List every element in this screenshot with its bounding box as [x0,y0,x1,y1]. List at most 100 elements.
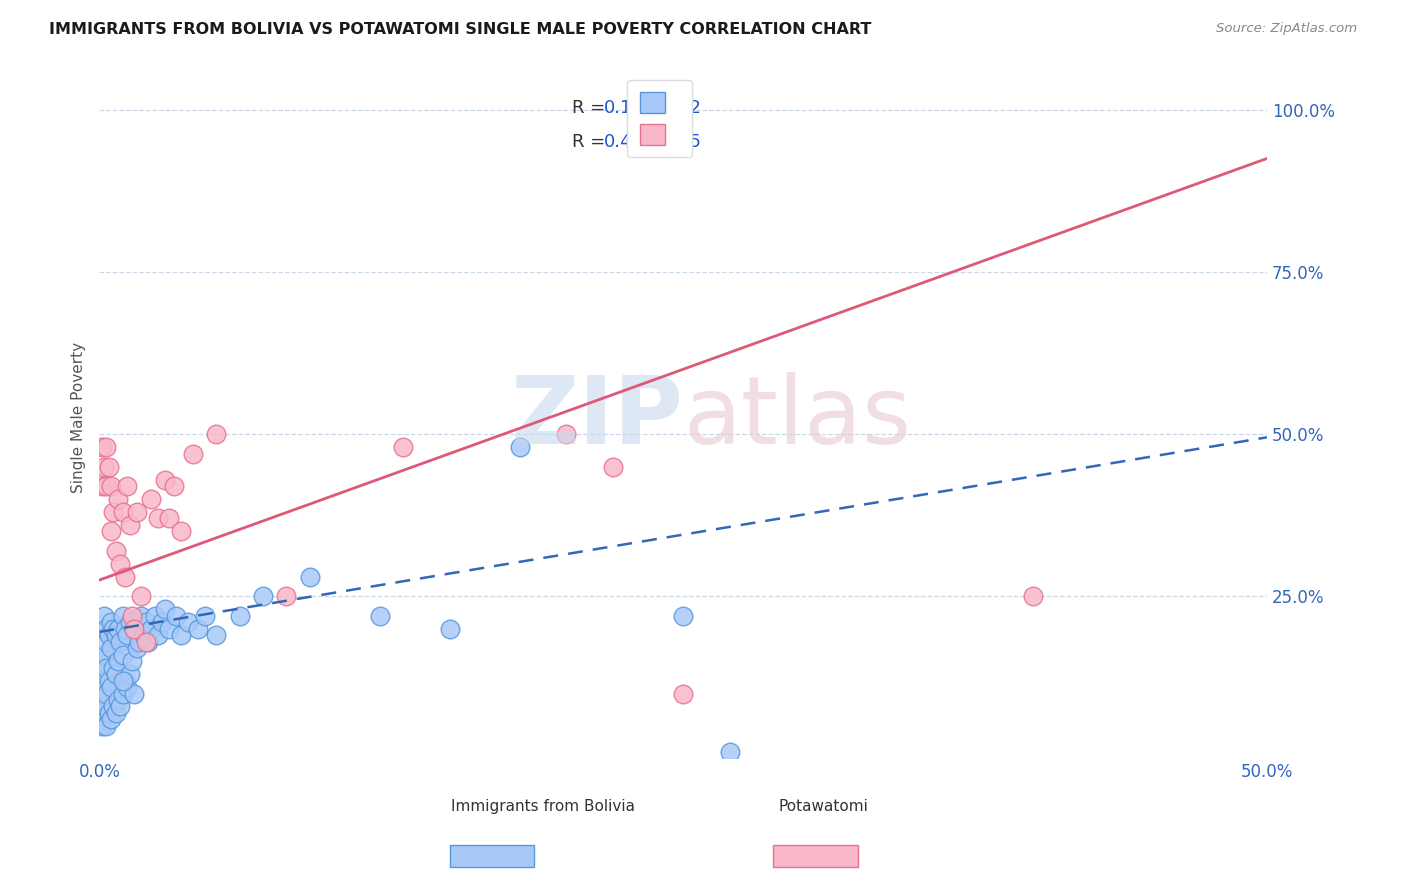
Point [110,634,132,648]
Point [90,699,112,714]
Text: IMMIGRANTS FROM BOLIVIA VS POTAWATOMI SINGLE MALE POVERTY CORRELATION CHART: IMMIGRANTS FROM BOLIVIA VS POTAWATOMI SI… [49,22,872,37]
Point [138,634,160,648]
Point [128,634,150,648]
Point [100,479,122,493]
Text: 72: 72 [679,99,702,117]
Point [114,673,136,688]
Point [118,517,141,532]
Point [90,654,112,668]
Text: ZIP: ZIP [510,372,683,464]
Point [107,491,129,506]
Point [96,622,118,636]
Point [111,673,134,688]
Point [118,667,141,681]
Text: 0.132: 0.132 [603,99,655,117]
Point [131,608,153,623]
Text: Immigrants from Bolivia: Immigrants from Bolivia [451,799,636,814]
Point [100,680,122,694]
Point [104,628,127,642]
Point [104,706,127,720]
Point [96,479,118,493]
Point [107,622,129,636]
Point [159,622,181,636]
Point [139,491,162,506]
Text: 0.453: 0.453 [603,133,655,151]
Point [124,686,146,700]
Text: R =: R = [572,133,612,151]
Point [132,628,155,642]
Point [103,505,125,519]
Point [103,660,125,674]
Point [509,440,531,454]
Point [97,459,120,474]
Point [97,673,120,688]
Point [252,589,274,603]
Point [117,628,139,642]
Point [117,680,139,694]
Text: 35: 35 [679,133,702,151]
Point [114,570,136,584]
Point [125,641,148,656]
Point [93,699,115,714]
Point [103,699,125,714]
Point [131,589,153,603]
Point [439,622,461,636]
Y-axis label: Single Male Poverty: Single Male Poverty [72,343,86,493]
Legend: , : , [627,79,692,158]
Point [96,686,118,700]
Point [153,602,176,616]
Point [145,608,167,623]
Point [96,719,118,733]
Point [97,706,120,720]
Text: N =: N = [645,99,697,117]
Point [1022,589,1045,603]
Point [181,446,204,460]
Point [107,693,129,707]
Point [392,440,415,454]
Point [124,622,146,636]
Point [124,622,146,636]
Point [186,622,208,636]
Point [205,628,228,642]
Point [100,524,122,539]
Point [107,654,129,668]
Point [135,634,157,648]
Point [139,622,162,636]
Text: Source: ZipAtlas.com: Source: ZipAtlas.com [1216,22,1357,36]
Point [118,615,141,629]
Point [90,673,112,688]
Point [298,570,321,584]
Point [159,511,181,525]
Text: atlas: atlas [683,372,911,464]
Point [135,615,157,629]
Point [718,745,741,759]
Text: Potawatomi: Potawatomi [779,799,868,814]
Point [100,713,122,727]
Point [110,557,132,571]
Point [672,608,695,623]
Point [93,673,115,688]
Point [672,686,695,700]
Point [100,615,122,629]
Point [100,641,122,656]
Point [170,628,193,642]
Point [125,505,148,519]
Point [276,589,298,603]
Point [121,654,143,668]
Point [111,648,134,662]
Point [90,686,112,700]
Point [93,622,115,636]
Point [90,440,112,454]
Point [111,505,134,519]
Text: N =: N = [645,133,697,151]
Point [163,479,186,493]
Point [121,608,143,623]
Point [368,608,391,623]
Point [555,427,578,442]
Point [96,634,118,648]
Point [166,608,188,623]
Point [146,511,169,525]
Point [153,473,176,487]
Point [90,479,112,493]
Point [96,440,118,454]
